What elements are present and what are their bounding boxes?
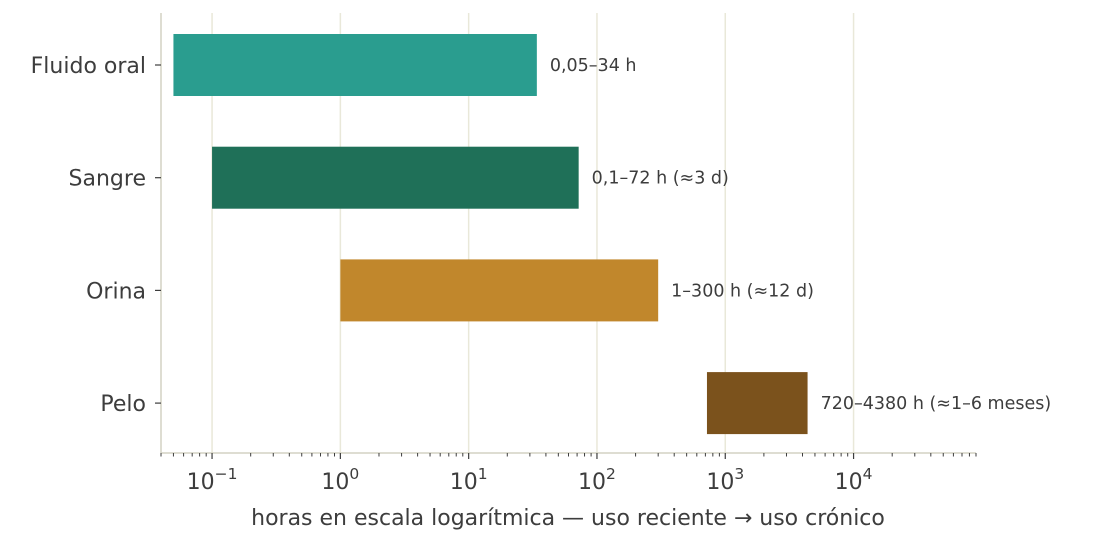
- bar: [173, 34, 537, 96]
- bar: [212, 146, 579, 209]
- x-tick-label: 103: [706, 465, 744, 495]
- bar-data-label: 0,05–34 h: [550, 56, 637, 76]
- x-tick-label: 100: [321, 465, 359, 495]
- data-labels: 0,05–34 h 0,1–72 h (≈3 d) 1–300 h (≈12 d) 7…: [550, 56, 1051, 414]
- y-category-label: Orina: [86, 279, 146, 304]
- bars: [173, 34, 808, 435]
- bar: [340, 259, 659, 322]
- y-category-label: Fluido oral: [31, 54, 146, 79]
- x-ticks: 10−1 100 101 102 103 104: [160, 453, 977, 495]
- y-categories: Fluido oral Sangre Orina Pelo: [31, 54, 161, 417]
- bar-data-label: 720–4380 h (≈1–6 meses): [821, 394, 1052, 414]
- x-tick-label: 104: [835, 465, 873, 495]
- bar: [706, 372, 808, 435]
- y-category-label: Pelo: [100, 392, 146, 417]
- x-tick-label: 10−1: [187, 465, 238, 495]
- y-category-label: Sangre: [69, 167, 146, 192]
- x-tick-label: 101: [450, 465, 488, 495]
- bar-data-label: 0,1–72 h (≈3 d): [592, 169, 729, 189]
- bar-data-label: 1–300 h (≈12 d): [671, 281, 814, 301]
- x-axis-title: horas en escala logarítmica — uso recien…: [251, 506, 885, 531]
- x-tick-label: 102: [578, 465, 616, 495]
